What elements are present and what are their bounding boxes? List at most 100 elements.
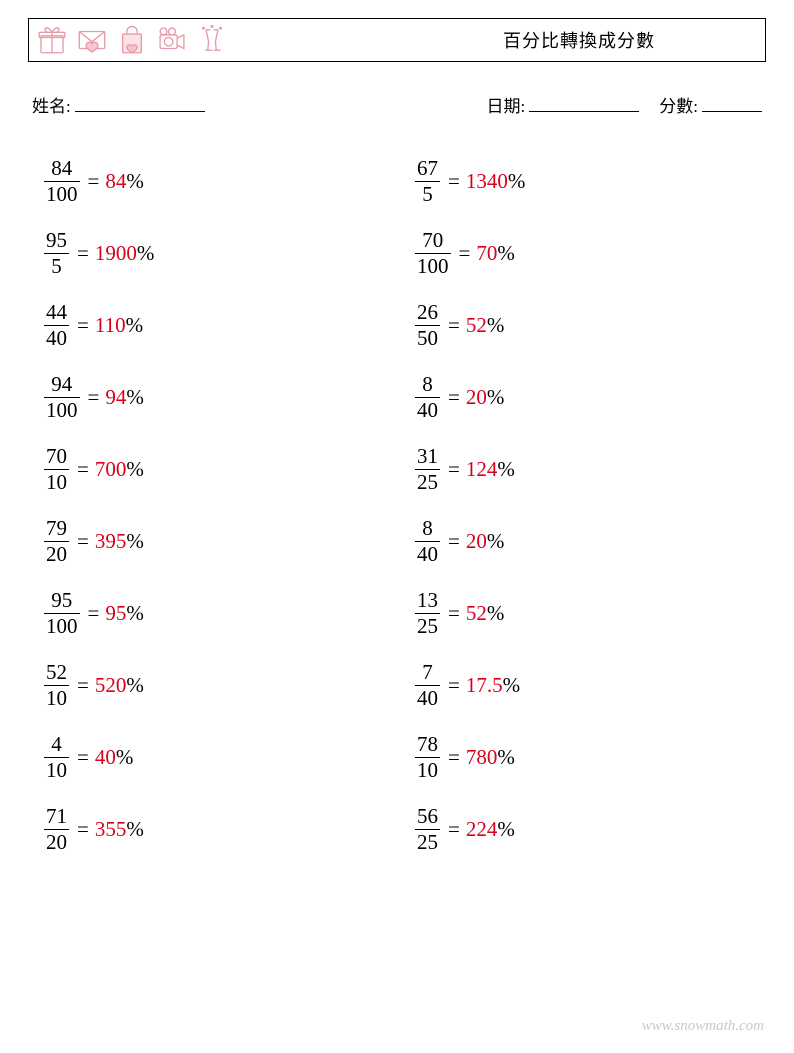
equals-sign: =: [88, 169, 100, 194]
problem-row: 4440=110%: [44, 289, 395, 361]
answer-value: 52: [466, 601, 487, 626]
fraction: 675: [415, 157, 440, 204]
fraction-numerator: 13: [415, 589, 440, 611]
answer-value: 40: [95, 745, 116, 770]
equals-sign: =: [448, 385, 460, 410]
problem-row: 740 =17.5%: [415, 649, 766, 721]
problem-row: 5625=224%: [415, 793, 766, 865]
fraction: 955: [44, 229, 69, 276]
fraction-denominator: 20: [44, 831, 69, 853]
percent-sign: %: [126, 601, 144, 626]
answer-value: 1340: [466, 169, 508, 194]
equals-sign: =: [448, 673, 460, 698]
percent-sign: %: [508, 169, 526, 194]
problem-row: 3125=124%: [415, 433, 766, 505]
problem-row: 675=1340%: [415, 145, 766, 217]
fraction-denominator: 40: [415, 687, 440, 709]
fraction-denominator: 10: [44, 759, 69, 781]
problem-row: 70100 =70%: [415, 217, 766, 289]
percent-sign: %: [497, 817, 515, 842]
fraction: 740: [415, 661, 440, 708]
worksheet-title: 百分比轉換成分數: [503, 27, 755, 53]
fraction-numerator: 70: [44, 445, 69, 467]
fraction-denominator: 100: [44, 615, 80, 637]
fraction-numerator: 4: [49, 733, 64, 755]
problem-row: 1325=52%: [415, 577, 766, 649]
problem-row: 7120=355%: [44, 793, 395, 865]
fraction-numerator: 26: [415, 301, 440, 323]
equals-sign: =: [88, 601, 100, 626]
problem-row: 95100=95%: [44, 577, 395, 649]
problem-row: 7810=780%: [415, 721, 766, 793]
percent-sign: %: [126, 673, 144, 698]
fraction-denominator: 100: [415, 255, 451, 277]
equals-sign: =: [448, 169, 460, 194]
fraction: 840: [415, 373, 440, 420]
fraction-numerator: 78: [415, 733, 440, 755]
love-letter-icon: [75, 23, 109, 57]
answer-value: 84: [105, 169, 126, 194]
equals-sign: =: [448, 601, 460, 626]
answer-value: 17.5: [466, 673, 503, 698]
problem-row: 5210=520%: [44, 649, 395, 721]
percent-sign: %: [497, 241, 515, 266]
answer-value: 52: [466, 313, 487, 338]
fraction: 5210: [44, 661, 69, 708]
fraction-numerator: 95: [44, 229, 69, 251]
fraction: 840: [415, 517, 440, 564]
fraction-denominator: 20: [44, 543, 69, 565]
problem-row: 7010=700%: [44, 433, 395, 505]
fraction-denominator: 25: [415, 471, 440, 493]
fraction-denominator: 5: [49, 255, 64, 277]
fraction: 3125: [415, 445, 440, 492]
percent-sign: %: [126, 313, 144, 338]
percent-sign: %: [116, 745, 134, 770]
fraction-numerator: 71: [44, 805, 69, 827]
fraction: 70100: [415, 229, 451, 276]
fraction-denominator: 5: [420, 183, 435, 205]
fraction-denominator: 100: [44, 183, 80, 205]
meta-row: 姓名: 日期: 分數:: [28, 92, 766, 117]
answer-value: 124: [466, 457, 498, 482]
percent-sign: %: [487, 313, 505, 338]
shopping-bag-icon: [115, 23, 149, 57]
fraction: 410: [44, 733, 69, 780]
problem-row: 94100=94%: [44, 361, 395, 433]
percent-sign: %: [126, 457, 144, 482]
percent-sign: %: [503, 673, 521, 698]
percent-sign: %: [137, 241, 155, 266]
answer-value: 70: [476, 241, 497, 266]
fraction-numerator: 44: [44, 301, 69, 323]
equals-sign: =: [88, 385, 100, 410]
fraction-numerator: 67: [415, 157, 440, 179]
fraction: 2650: [415, 301, 440, 348]
fraction: 7120: [44, 805, 69, 852]
percent-sign: %: [487, 529, 505, 554]
footer-url: www.snowmath.com: [642, 1018, 764, 1035]
answer-value: 780: [466, 745, 498, 770]
fraction-denominator: 50: [415, 327, 440, 349]
fraction: 1325: [415, 589, 440, 636]
equals-sign: =: [448, 745, 460, 770]
score-blank: [702, 94, 762, 112]
fraction-denominator: 25: [415, 831, 440, 853]
answer-value: 1900: [95, 241, 137, 266]
name-label: 姓名:: [32, 92, 71, 117]
fraction-numerator: 94: [49, 373, 74, 395]
fraction-numerator: 56: [415, 805, 440, 827]
percent-sign: %: [497, 745, 515, 770]
fraction: 4440: [44, 301, 69, 348]
fraction-denominator: 40: [44, 327, 69, 349]
name-blank: [75, 94, 205, 112]
champagne-icon: [195, 23, 229, 57]
percent-sign: %: [497, 457, 515, 482]
percent-sign: %: [126, 385, 144, 410]
equals-sign: =: [77, 529, 89, 554]
fraction-numerator: 95: [49, 589, 74, 611]
equals-sign: =: [459, 241, 471, 266]
percent-sign: %: [126, 817, 144, 842]
answer-value: 224: [466, 817, 498, 842]
fraction-denominator: 100: [44, 399, 80, 421]
answer-value: 520: [95, 673, 127, 698]
problem-row: 410=40%: [44, 721, 395, 793]
